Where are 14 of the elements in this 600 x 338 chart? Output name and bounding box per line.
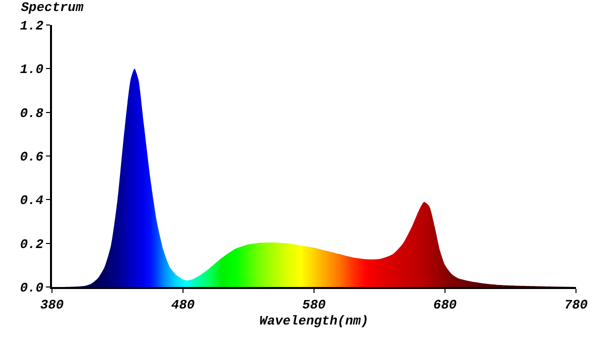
y-tick-label: 0.0 bbox=[20, 280, 44, 296]
x-axis-title: Wavelength(nm) bbox=[259, 314, 369, 329]
y-tick-label: 0.6 bbox=[20, 150, 44, 165]
x-tick-label: 380 bbox=[40, 298, 64, 313]
y-tick-label: 0.8 bbox=[20, 106, 44, 121]
x-tick-label: 580 bbox=[302, 298, 326, 313]
y-tick-label: 0.4 bbox=[20, 193, 44, 208]
y-tick-label: 0.2 bbox=[20, 236, 44, 252]
x-tick-label: 780 bbox=[564, 298, 588, 313]
x-tick-label: 680 bbox=[433, 298, 457, 313]
y-axis-title: Spectrum bbox=[21, 0, 84, 15]
x-tick-label: 480 bbox=[171, 298, 195, 313]
y-tick-label: 1.2 bbox=[20, 18, 44, 34]
y-tick-label: 1.0 bbox=[20, 62, 44, 78]
